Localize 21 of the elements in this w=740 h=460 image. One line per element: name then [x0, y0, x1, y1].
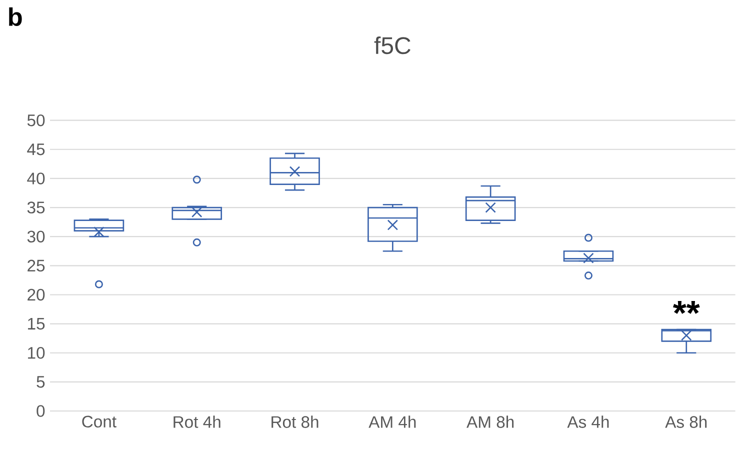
y-tick-label: 0: [36, 405, 45, 417]
y-tick-label: 5: [36, 376, 45, 388]
y-tick-label: 15: [28, 318, 45, 330]
y-tick-label: 40: [27, 172, 45, 184]
y-tick-label: 25: [28, 260, 45, 272]
x-tick-label: AM 4h: [368, 416, 416, 428]
y-tick-label: 45: [27, 144, 45, 156]
x-tick-label: Rot 8h: [272, 416, 318, 428]
chart-title: f5C: [374, 36, 410, 54]
x-tick-label: Rot 4h: [174, 416, 220, 428]
y-tick-label: 35: [27, 202, 45, 214]
x-tick-label: As 4h: [567, 416, 609, 428]
y-tick-label: 20: [28, 288, 45, 301]
y-tick-label: 50: [27, 114, 45, 126]
x-tick-label: AM 8h: [466, 416, 514, 428]
y-tick-label: 30: [27, 230, 45, 242]
annotation: **: [672, 301, 700, 314]
x-tick-label: Cont: [82, 416, 116, 428]
x-tick-label: As 8h: [665, 416, 707, 428]
text: b: [9, 7, 22, 26]
y-tick-label: 10: [28, 346, 45, 359]
